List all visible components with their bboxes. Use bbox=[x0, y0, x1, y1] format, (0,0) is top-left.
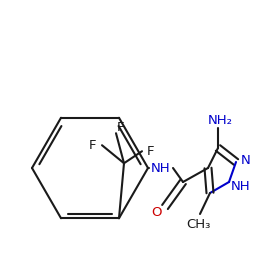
Text: F: F bbox=[117, 121, 125, 134]
Text: F: F bbox=[147, 145, 155, 158]
Text: F: F bbox=[89, 139, 97, 152]
Text: NH: NH bbox=[151, 161, 171, 175]
Text: NH₂: NH₂ bbox=[207, 113, 233, 127]
Text: N: N bbox=[241, 153, 251, 167]
Text: NH: NH bbox=[231, 179, 251, 193]
Text: O: O bbox=[151, 206, 161, 218]
Text: CH₃: CH₃ bbox=[186, 218, 210, 230]
